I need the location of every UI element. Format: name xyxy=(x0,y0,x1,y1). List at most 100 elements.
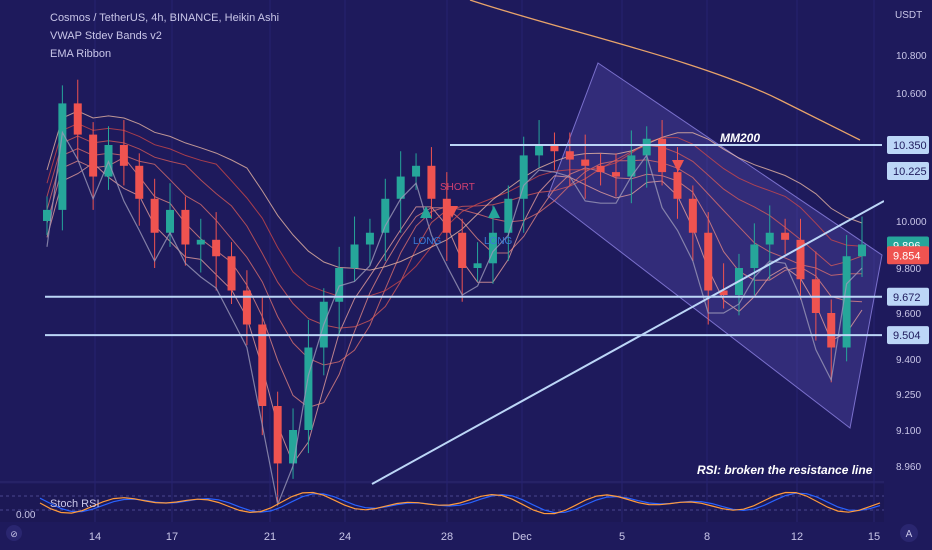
candle-body xyxy=(89,134,98,177)
x-tick-label: 8 xyxy=(704,531,710,543)
price-tag xyxy=(887,246,929,265)
chart-title: Cosmos / TetherUS, 4h, BINANCE, Heikin A… xyxy=(50,12,280,24)
candle-body xyxy=(627,155,636,177)
price-tag xyxy=(887,326,929,345)
price-tag xyxy=(887,287,929,306)
mm200-line xyxy=(469,0,861,141)
candle-body xyxy=(519,155,528,199)
candle-body xyxy=(535,145,544,156)
candle-body xyxy=(43,209,51,221)
candle-body xyxy=(781,232,790,240)
candle-body xyxy=(273,406,282,464)
short-signal-arrow xyxy=(672,160,684,172)
candle-body xyxy=(750,244,759,268)
candle-body xyxy=(842,256,851,348)
candle-body xyxy=(350,244,359,268)
candle-body xyxy=(304,347,313,430)
ema-ribbon-line xyxy=(46,122,863,297)
stoch-y-tick: 0.00 xyxy=(16,510,36,521)
y-tick-label: 10.000 xyxy=(896,217,927,228)
candle-body xyxy=(765,232,774,245)
short-label: SHORT xyxy=(440,182,475,193)
candle-body xyxy=(504,198,513,233)
y-tick-label: 9.250 xyxy=(896,390,921,401)
candle-body xyxy=(289,430,298,464)
candle-body xyxy=(242,290,251,325)
candle-body xyxy=(581,159,590,166)
candle-body xyxy=(150,198,159,233)
y-tick-label: 10.800 xyxy=(896,51,927,62)
long-signal-arrow xyxy=(420,206,432,218)
candle-body xyxy=(181,209,190,245)
candle-body xyxy=(704,232,713,291)
candle-body xyxy=(642,138,651,156)
x-tick-label: Dec xyxy=(512,531,532,543)
price-tag-label: 10.225 xyxy=(893,166,927,178)
price-tag xyxy=(887,162,929,180)
y-tick-label: 8.960 xyxy=(896,462,921,473)
auto-scale-glyph: A xyxy=(906,529,913,540)
candle-body xyxy=(258,324,267,406)
mm200-label: MM200 xyxy=(720,131,760,145)
price-tag-label: 9.504 xyxy=(893,330,921,342)
candle-body xyxy=(58,103,67,210)
x-tick-label: 12 xyxy=(791,531,803,543)
candle-body xyxy=(365,232,374,245)
short-signal-arrow xyxy=(446,206,458,218)
candle-body xyxy=(166,209,175,233)
candle-body xyxy=(658,138,667,173)
price-tag xyxy=(887,136,929,154)
rising-trendline xyxy=(371,200,885,485)
indicator-ema-label: EMA Ribbon xyxy=(50,48,112,60)
y-tick-label: 10.600 xyxy=(896,89,927,100)
candle-body xyxy=(396,176,405,199)
long-label: LONG xyxy=(484,236,513,247)
timezone-icon-glyph: ⊘ xyxy=(10,529,18,539)
currency-label: USDT xyxy=(895,10,922,21)
y-tick-label: 9.600 xyxy=(896,309,921,320)
vwap-band-line xyxy=(46,130,863,507)
candle-body xyxy=(227,256,236,291)
price-tag-label: 10.350 xyxy=(893,140,927,152)
timezone-icon xyxy=(6,525,22,541)
candle-body xyxy=(73,103,82,135)
candle-body xyxy=(427,165,436,199)
candle-body xyxy=(196,239,205,245)
x-tick-label: 15 xyxy=(868,531,880,543)
stoch-rsi-pane xyxy=(0,484,884,522)
candle-body xyxy=(212,239,221,257)
candle-body xyxy=(135,165,144,199)
candle-body xyxy=(550,145,559,152)
candle-body xyxy=(473,263,482,268)
candle-body xyxy=(488,232,497,264)
y-tick-label: 9.800 xyxy=(896,264,921,275)
indicator-vwap-label: VWAP Stdev Bands v2 xyxy=(50,30,162,42)
candle-body xyxy=(796,239,805,280)
candle-body xyxy=(335,268,344,302)
candle-body xyxy=(719,290,728,295)
candle-body xyxy=(381,198,390,233)
candle-body xyxy=(119,145,128,166)
candle-body xyxy=(688,198,697,233)
y-tick-label: 9.100 xyxy=(896,426,921,437)
candle-body xyxy=(611,172,620,177)
price-tag-label: 9.672 xyxy=(893,292,921,304)
candle-body xyxy=(565,151,574,160)
long-label: LONG xyxy=(413,236,442,247)
long-signal-arrow xyxy=(488,206,500,218)
ema-ribbon-line xyxy=(46,110,863,271)
candle-body xyxy=(458,232,467,268)
x-tick-label: 24 xyxy=(339,531,351,543)
candle-body xyxy=(442,198,451,233)
x-tick-label: 21 xyxy=(264,531,276,543)
x-tick-label: 14 xyxy=(89,531,101,543)
x-tick-label: 5 xyxy=(619,531,625,543)
candle-body xyxy=(596,165,605,173)
ema-ribbon-line xyxy=(46,162,863,465)
x-tick-label: 17 xyxy=(166,531,178,543)
x-tick-label: 28 xyxy=(441,531,453,543)
candle-body xyxy=(827,313,836,348)
y-tick-label: 9.400 xyxy=(896,355,921,366)
